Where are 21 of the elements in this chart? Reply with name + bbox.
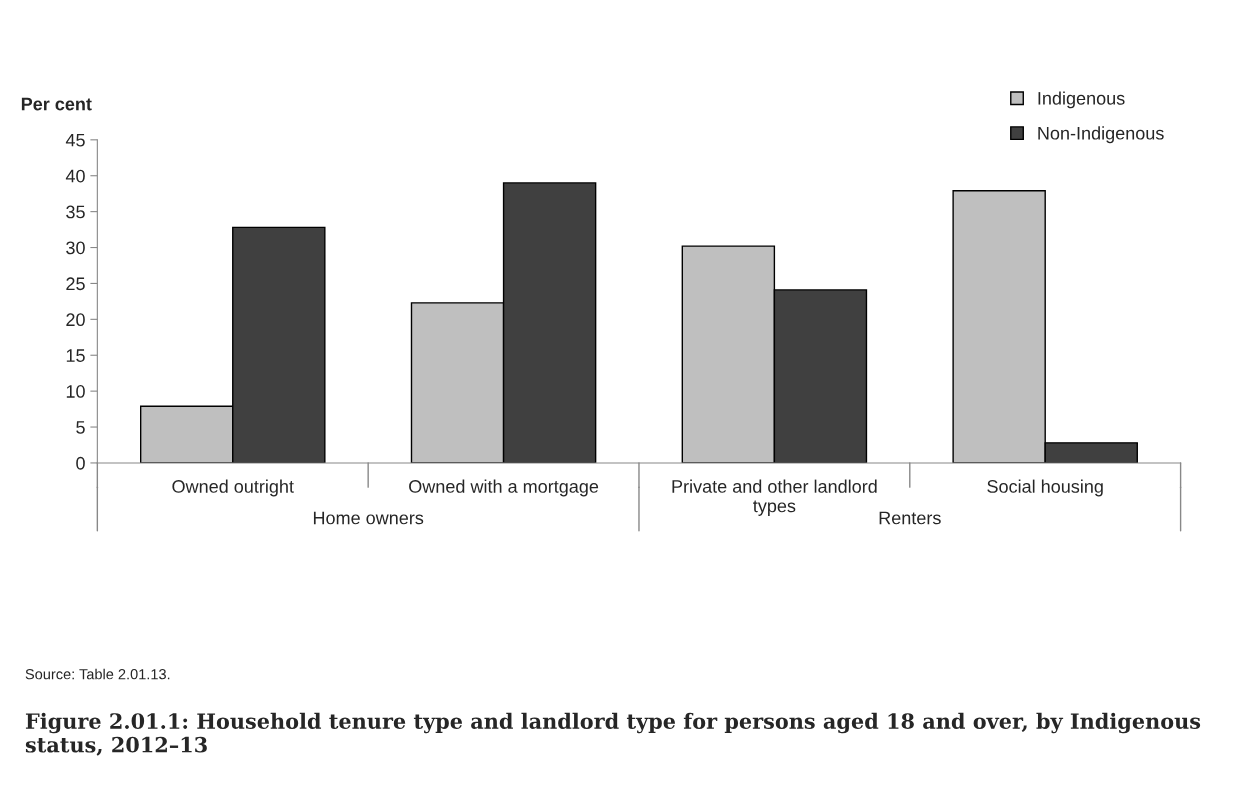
y-tick-label: 15 <box>66 349 85 362</box>
x-tick-label: Private and other landlord types <box>672 479 877 516</box>
text: Figure 2.01.1: Household tenure type and landlord type for persons aged 18 and over, by Indigenous status, 2012–13 <box>25 712 1201 756</box>
y-tick-label: 30 <box>66 241 85 255</box>
y-axis-title: Per cent <box>21 97 92 111</box>
x-tick-label: Social housing <box>987 479 1103 497</box>
y-tick-label: 20 <box>66 313 85 327</box>
legend-label: Indigenous <box>1038 91 1125 109</box>
y-tick-label: 0 <box>76 456 85 470</box>
x-tick-label: Owned with a mortgage <box>409 479 599 497</box>
y-tick-label: 35 <box>66 205 85 219</box>
y-tick-label: 5 <box>76 421 85 434</box>
text: Home owners <box>313 511 424 525</box>
y-tick-label: 45 <box>65 133 85 147</box>
legend-label: Non-Indigenous <box>1038 126 1164 144</box>
y-tick-label: 10 <box>66 385 85 398</box>
y-tick-label: 25 <box>66 277 85 291</box>
y-tick-label: 40 <box>65 169 85 183</box>
text: Renters <box>879 511 941 525</box>
source-note: Source: Table 2.01.13. <box>25 668 170 680</box>
x-tick-label: Owned outright <box>172 479 294 497</box>
